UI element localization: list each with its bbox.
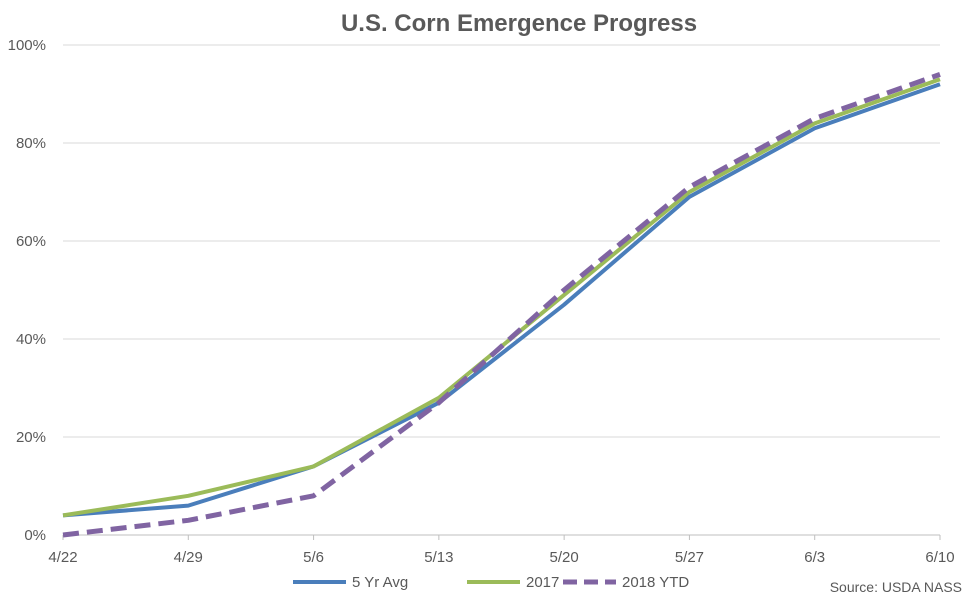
x-tick-label: 6/3 (804, 549, 825, 566)
gridlines (63, 44, 940, 438)
y-tick-label: 80% (16, 135, 46, 152)
y-tick-label: 100% (8, 37, 46, 54)
series-line-2018-ytd (62, 72, 941, 538)
legend: 5 Yr Avg 2017 2018 YTD (293, 574, 689, 591)
series-lines (62, 72, 941, 538)
y-tick-label: 60% (16, 233, 46, 250)
x-tick-label: 5/20 (550, 549, 579, 566)
legend-label: 5 Yr Avg (352, 574, 408, 591)
legend-label: 2018 YTD (622, 574, 689, 591)
y-tick-label: 20% (16, 429, 46, 446)
x-tick-label: 5/13 (424, 549, 453, 566)
y-axis: 0% 20% 40% 60% 80% 100% (8, 37, 46, 544)
x-tick-label: 5/27 (675, 549, 704, 566)
y-tick-label: 40% (16, 331, 46, 348)
chart-title: U.S. Corn Emergence Progress (341, 10, 697, 37)
x-tick-label: 4/29 (174, 549, 203, 566)
x-axis: 4/22 4/29 5/6 5/13 5/20 5/27 6/3 6/10 (48, 534, 955, 566)
series-line-2017 (62, 77, 941, 518)
y-tick-label: 0% (24, 527, 46, 544)
x-tick-label: 5/6 (303, 549, 324, 566)
x-tick-label: 4/22 (48, 549, 77, 566)
source-note: Source: USDA NASS (830, 579, 962, 595)
legend-label: 2017 (526, 574, 559, 591)
x-tick-label: 6/10 (925, 549, 954, 566)
series-line-5-yr-avg (62, 82, 941, 518)
